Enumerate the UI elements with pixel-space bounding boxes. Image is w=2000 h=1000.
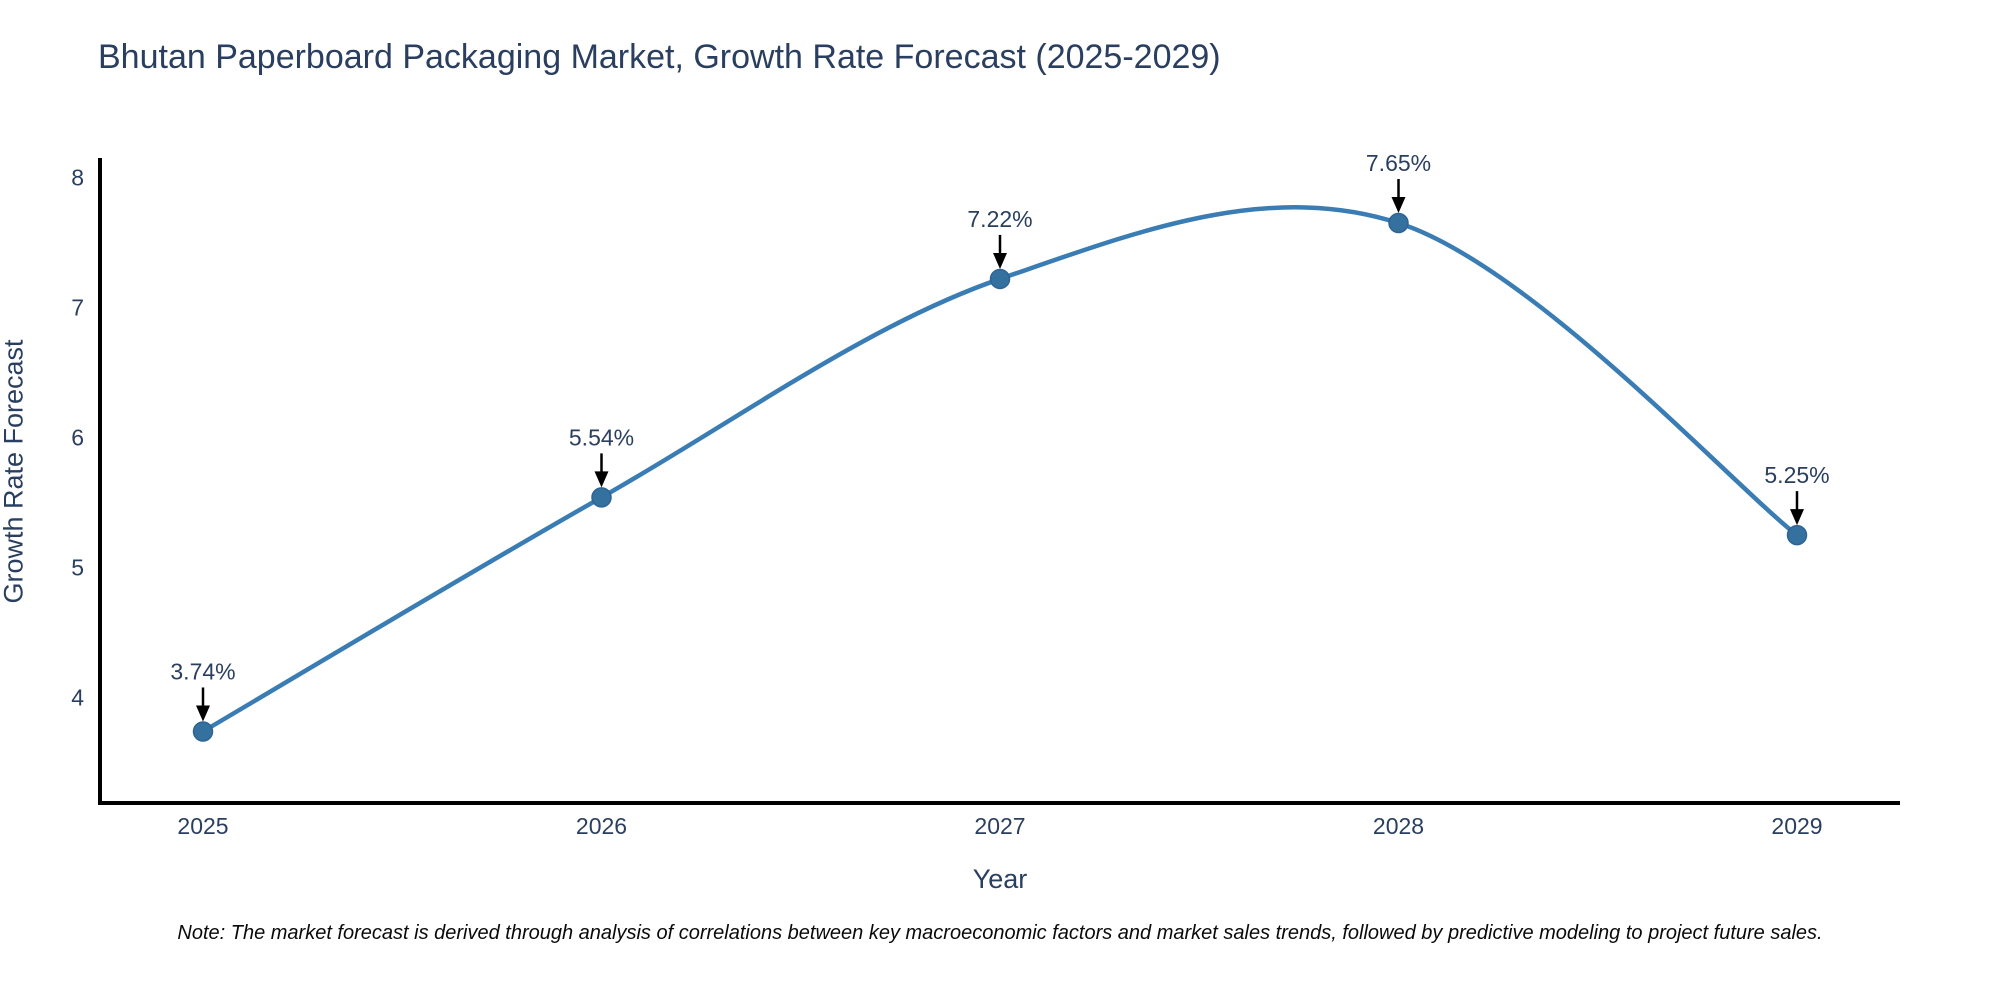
data-point-label: 5.54% (569, 424, 634, 450)
y-tick-label: 5 (71, 555, 84, 581)
x-tick-label: 2026 (576, 813, 627, 839)
annotation-arrow-icon (196, 705, 210, 722)
y-axis-title: Growth Rate Forecast (0, 339, 29, 604)
data-point-label: 3.74% (170, 658, 235, 684)
data-point-marker[interactable] (1786, 524, 1808, 546)
x-tick-label: 2025 (177, 813, 228, 839)
x-tick-label: 2029 (1771, 813, 1822, 839)
y-tick-label: 4 (71, 685, 84, 711)
annotation-arrow-icon (594, 471, 609, 488)
annotation-arrow-icon (993, 252, 1007, 269)
y-tick-label: 6 (71, 425, 84, 451)
annotation-arrow-icon (1790, 509, 1804, 526)
y-tick-label: 8 (71, 165, 84, 191)
y-tick-label: 7 (71, 295, 84, 321)
data-point-marker[interactable] (1388, 212, 1409, 234)
data-point-marker[interactable] (591, 487, 612, 508)
x-tick-label: 2027 (974, 813, 1025, 839)
x-tick-label: 2028 (1373, 813, 1424, 839)
data-point-marker[interactable] (989, 268, 1011, 290)
annotation-arrow-icon (1391, 197, 1406, 214)
chart-title: Bhutan Paperboard Packaging Market, Grow… (98, 38, 1221, 76)
x-axis-title: Year (972, 864, 1028, 894)
data-point-label: 7.22% (967, 206, 1032, 232)
footnote: Note: The market forecast is derived thr… (177, 922, 1823, 944)
data-point-label: 5.25% (1764, 462, 1829, 488)
data-point-label: 7.65% (1366, 150, 1431, 176)
data-point-marker[interactable] (192, 721, 214, 742)
